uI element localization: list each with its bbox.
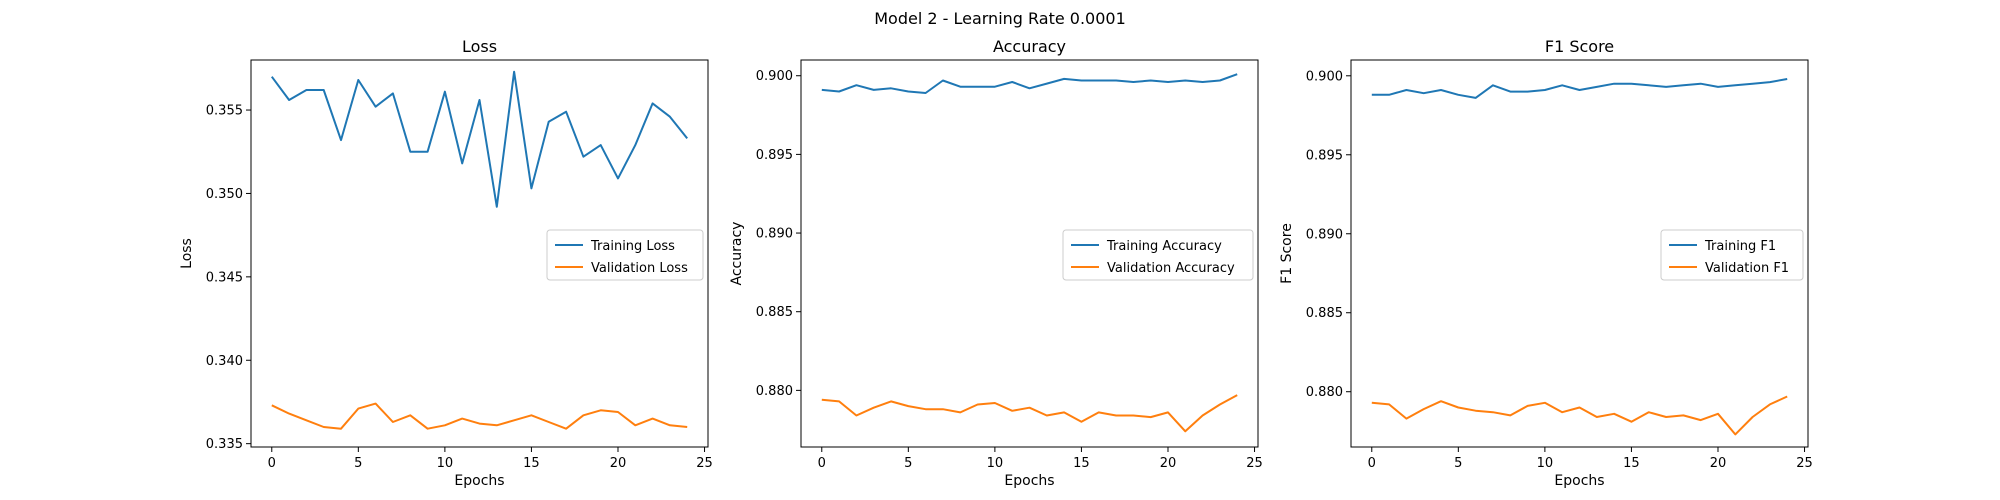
legend-label: Validation F1 [1705, 261, 1789, 276]
y-tick-label: 0.355 [206, 104, 243, 119]
x-tick-label: 0 [268, 456, 276, 471]
y-tick-label: 0.345 [206, 270, 243, 285]
y-tick-label: 0.890 [756, 227, 793, 242]
x-tick-label: 20 [610, 456, 627, 471]
legend-label: Validation Loss [591, 261, 688, 276]
y-tick-label: 0.340 [206, 354, 243, 369]
y-tick-label: 0.890 [1306, 227, 1343, 242]
y-tick-label: 0.895 [756, 148, 793, 163]
series-line-validation [821, 394, 1238, 433]
series-line-validation [1371, 395, 1788, 436]
legend-box [546, 229, 704, 281]
x-tick-label: 15 [1623, 456, 1640, 471]
y-tick-label: 0.350 [206, 187, 243, 202]
y-tick-label: 0.900 [1306, 69, 1343, 84]
chart-panel-1: Loss 0 5 10 15 20 25 0.335 0.340 0.345 0.350 0.355 E… [179, 37, 713, 489]
x-tick-label: 0 [818, 456, 826, 471]
chart-panel-3: F1 Score 0 5 10 15 20 25 0.880 0.885 0.890 0.895 0.… [1279, 37, 1813, 489]
x-tick-label: 10 [987, 456, 1004, 471]
x-axis-label: Epochs [454, 473, 504, 489]
y-tick-label: 0.885 [1306, 306, 1343, 321]
x-tick-label: 5 [1454, 456, 1462, 471]
y-axis-label: F1 Score [1279, 223, 1295, 284]
x-tick-label: 25 [1796, 456, 1813, 471]
y-tick-label: 0.885 [756, 305, 793, 320]
legend-label: Training F1 [1704, 239, 1776, 254]
series-line-validation [271, 402, 688, 430]
legend-label: Training Accuracy [1106, 239, 1222, 254]
x-tick-label: 5 [904, 456, 912, 471]
legend-label: Training Loss [590, 239, 675, 254]
y-tick-label: 0.895 [1306, 148, 1343, 163]
legend-label: Validation Accuracy [1107, 261, 1235, 276]
x-tick-label: 5 [354, 456, 362, 471]
axes-frame [1350, 59, 1809, 448]
chart-title: Loss [462, 37, 497, 56]
charts-container: Loss 0 5 10 15 20 25 0.335 0.340 0.345 0.350 0.355 E… [179, 37, 1813, 489]
x-tick-label: 25 [696, 456, 713, 471]
y-axis-label: Accuracy [729, 222, 745, 286]
legend: Training Accuracy Validation Accuracy [1062, 229, 1254, 281]
x-tick-label: 10 [437, 456, 454, 471]
series-line-training [1371, 78, 1788, 99]
chart-title: F1 Score [1545, 37, 1614, 56]
y-tick-label: 0.880 [1306, 385, 1343, 400]
axes-frame [800, 59, 1259, 448]
x-axis-label: Epochs [1554, 473, 1604, 489]
x-tick-label: 20 [1710, 456, 1727, 471]
chart-panel-2: Accuracy 0 5 10 15 20 25 0.880 0.885 0.890 0.895 0.… [729, 37, 1263, 489]
x-tick-label: 20 [1160, 456, 1177, 471]
y-tick-label: 0.335 [206, 437, 243, 452]
x-tick-label: 25 [1246, 456, 1263, 471]
x-tick-label: 15 [1073, 456, 1090, 471]
legend: Training Loss Validation Loss [546, 229, 704, 281]
x-tick-label: 10 [1537, 456, 1554, 471]
legend: Training F1 Validation F1 [1660, 229, 1804, 281]
y-axis-label: Loss [179, 238, 195, 269]
series-line-training [821, 73, 1238, 94]
y-tick-label: 0.900 [756, 69, 793, 84]
figure-suptitle: Model 2 - Learning Rate 0.0001 [874, 9, 1126, 28]
x-tick-label: 15 [523, 456, 540, 471]
chart-title: Accuracy [993, 37, 1066, 56]
axes-frame [250, 59, 709, 448]
x-tick-label: 0 [1368, 456, 1376, 471]
series-line-training [270, 70, 688, 208]
x-axis-label: Epochs [1004, 473, 1054, 489]
legend-box [1062, 229, 1254, 281]
y-tick-label: 0.880 [756, 384, 793, 399]
